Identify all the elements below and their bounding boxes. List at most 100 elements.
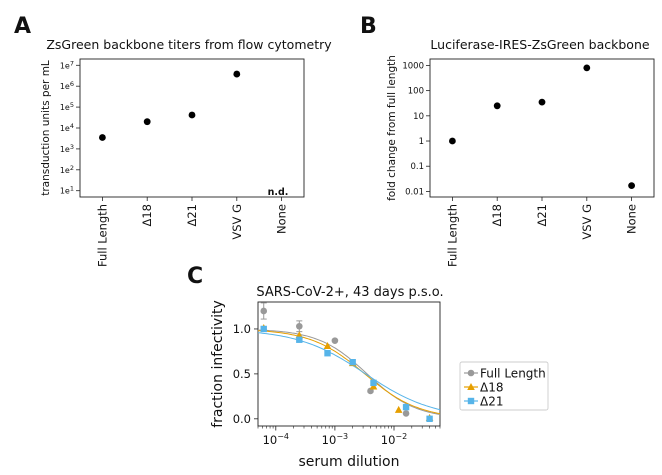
data-point <box>426 415 433 423</box>
y-tick-exponent: 4 <box>70 122 74 130</box>
panel-c-y-axis: 0.0 0.5 1.0 <box>233 322 258 426</box>
data-point <box>99 134 106 141</box>
data-point <box>628 182 635 190</box>
x-tick-label: Full Length <box>445 204 459 267</box>
y-tick-exponent: 2 <box>70 164 74 172</box>
data-point <box>260 325 267 333</box>
x-tick-label: None <box>625 204 639 234</box>
panel-a-ylabel: transduction units per mL <box>40 60 52 196</box>
y-tick-label: 100 <box>408 87 424 97</box>
panel-a-x-axis: Full Length Δ18 Δ21 VSV G None <box>95 197 289 267</box>
y-tick-label: 1e5 <box>60 101 74 112</box>
panel-a-chart: ZsGreen backbone titers from flow cytome… <box>40 37 332 267</box>
x-tick-exponent: −4 <box>277 432 289 441</box>
y-tick-label: 1e2 <box>60 164 74 175</box>
panel-c-plot-frame <box>257 301 441 427</box>
x-tick-label: Δ21 <box>185 204 199 227</box>
data-point <box>349 359 356 366</box>
panel-b-y-axis: 0.01 0.1 1 10 100 1000 <box>402 61 430 197</box>
y-tick-exponent: 5 <box>70 101 74 109</box>
y-tick-exponent: 6 <box>70 80 74 88</box>
x-tick-label: Δ21 <box>535 204 549 227</box>
data-point <box>449 137 456 145</box>
data-point <box>296 322 303 330</box>
panel-letter-c: C <box>187 264 203 289</box>
panel-b-chart: Luciferase-IRES-ZsGreen backbone fold ch… <box>386 37 655 267</box>
data-point <box>370 379 377 387</box>
data-point <box>260 307 268 315</box>
panel-a-title: ZsGreen backbone titers from flow cytome… <box>46 37 332 52</box>
data-point <box>583 64 591 72</box>
y-tick-label: 1e7 <box>60 59 74 70</box>
x-tick-label: Full Length <box>95 204 109 267</box>
panel-b-x-axis: Full Length Δ18 Δ21 VSV G None <box>445 197 639 267</box>
panel-a-points <box>99 70 241 141</box>
data-point <box>233 70 241 78</box>
data-point <box>394 405 403 413</box>
panel-c-ylabel: fraction infectivity <box>210 300 226 428</box>
x-tick-label: VSV G <box>230 204 244 240</box>
data-point <box>296 336 303 343</box>
x-tick-label: 10−4 <box>263 432 289 447</box>
panel-b-title: Luciferase-IRES-ZsGreen backbone <box>430 37 649 52</box>
panel-a-y-axis: 1e1 1e2 1e3 1e4 1e5 1e6 1e7 <box>60 59 80 196</box>
panel-c-curves <box>257 329 441 415</box>
data-point <box>295 331 304 339</box>
data-point <box>467 397 475 405</box>
y-tick-exponent: 1 <box>70 185 74 193</box>
panel-b-points <box>449 64 635 190</box>
x-tick-label: VSV G <box>580 204 594 240</box>
y-tick-exponent: 3 <box>70 143 74 151</box>
data-point <box>467 369 475 377</box>
panel-letter-a: A <box>14 14 31 39</box>
data-point <box>493 102 501 110</box>
y-tick-label: 0.0 <box>233 412 251 426</box>
y-tick-label: 1e6 <box>60 80 74 91</box>
data-point <box>143 118 151 126</box>
panel-a-nd-annotation: n.d. <box>268 187 289 198</box>
data-point <box>467 383 475 390</box>
data-point <box>402 403 410 411</box>
x-tick-label: 10−2 <box>381 432 407 447</box>
panel-b-plot-frame <box>429 58 655 198</box>
fit-curve <box>257 329 441 415</box>
data-point <box>188 111 196 119</box>
panel-c-x-axis: 10−4 10−3 10−2 <box>257 426 441 447</box>
x-tick-exponent: −2 <box>395 432 407 441</box>
y-tick-label: 10 <box>413 112 424 122</box>
y-tick-label: 0.5 <box>233 367 251 381</box>
legend-label: Δ21 <box>480 395 503 409</box>
fit-curve <box>257 330 441 415</box>
y-tick-label: 1e1 <box>60 185 74 196</box>
panel-c-chart: SARS-CoV-2+, 43 days p.s.o. fraction inf… <box>210 285 549 470</box>
legend-label: Full Length <box>480 367 546 381</box>
data-point <box>402 410 410 417</box>
y-tick-label: 1e4 <box>60 122 74 133</box>
y-tick-label: 0.1 <box>410 162 424 172</box>
data-point <box>538 98 546 106</box>
data-point <box>331 337 339 344</box>
fit-curve <box>257 332 441 411</box>
legend-label: Δ18 <box>480 381 503 395</box>
panel-c-points <box>259 302 434 423</box>
y-tick-label: 1e3 <box>60 143 74 154</box>
x-tick-label: Δ18 <box>490 204 504 227</box>
panel-c-xlabel: serum dilution <box>299 454 400 470</box>
x-tick-label: None <box>275 204 289 234</box>
x-tick-label: 10−3 <box>322 432 348 447</box>
panel-a-plot-frame <box>79 58 305 198</box>
y-tick-label: 1.0 <box>233 322 251 336</box>
panel-b-ylabel: fold change from full length <box>386 55 398 201</box>
y-tick-label: 1 <box>419 137 424 147</box>
data-point <box>323 342 332 350</box>
x-tick-exponent: −3 <box>336 432 348 441</box>
panel-c-title: SARS-CoV-2+, 43 days p.s.o. <box>256 285 443 300</box>
y-tick-label: 1000 <box>402 61 424 71</box>
data-point <box>324 350 331 357</box>
y-tick-label: 0.01 <box>405 187 424 197</box>
legend-box <box>459 361 549 411</box>
panel-letter-b: B <box>360 14 377 39</box>
x-tick-label: Δ18 <box>140 204 154 227</box>
